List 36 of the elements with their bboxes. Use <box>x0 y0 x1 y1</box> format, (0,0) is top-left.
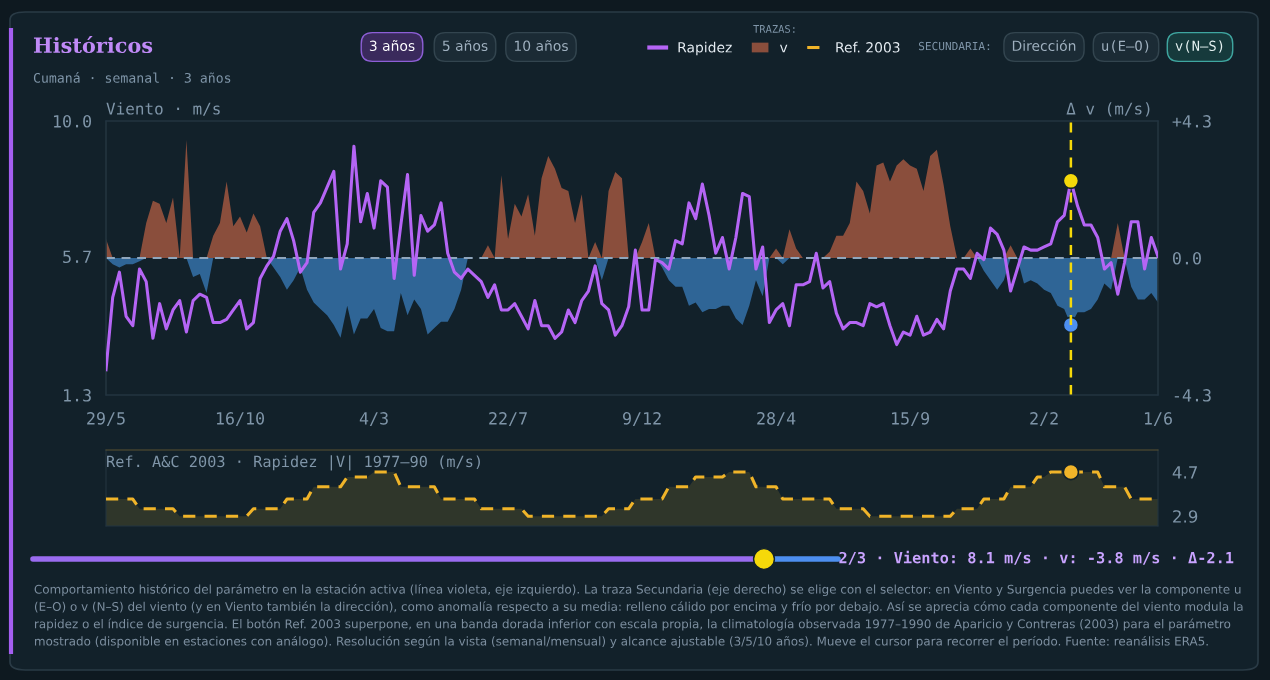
x-tick-label: 4/3 <box>359 412 388 426</box>
y2-tick-label: 0.0 <box>1172 252 1201 265</box>
y-axis-title: Viento · m/s <box>106 102 220 116</box>
y-tick-label: 5.7 <box>63 250 91 264</box>
text: 5 años <box>442 40 488 52</box>
legend-label: v <box>779 44 788 53</box>
text: SECUNDARIA: <box>918 41 990 51</box>
legend-label: Ref. 2003 <box>836 41 900 53</box>
x-tick-label: 2/2 <box>1030 412 1058 426</box>
legend-label: Rapidez <box>678 41 732 56</box>
x-tick-label: 9/12 <box>623 412 661 426</box>
y2-tick-label: -4.3 <box>1174 389 1211 402</box>
text: u(E–O) <box>1102 40 1149 53</box>
chart-title: Ref. A&C 2003 · Rapidez |V| 1977–90 (m/s) <box>107 455 480 471</box>
y-tick-label: 4.7 <box>1172 466 1197 479</box>
legend-title: TRAZAS: <box>753 24 795 33</box>
y2-axis-title: Δ v (m/s) <box>1066 102 1150 117</box>
text: v(N–S) <box>1175 40 1223 53</box>
x-tick-label: 16/10 <box>216 412 265 426</box>
x-tick-label: 15/9 <box>892 412 930 426</box>
y2-tick-label: +4.3 <box>1172 115 1211 128</box>
y-tick-label: 1.3 <box>64 389 91 402</box>
text: 2/3 · Viento: 8.1 m/s · v: -3.8 m/s · Δ-2.1 <box>839 550 1234 565</box>
y-tick-label: 2.9 <box>1173 510 1198 523</box>
text: Dirección <box>1012 39 1076 52</box>
x-tick-label: 22/7 <box>489 412 527 426</box>
chart-subtitle: Cumaná · semanal · 3 años <box>33 72 231 83</box>
x-tick-label: 1/6 <box>1144 412 1172 426</box>
y-tick-label: 10.0 <box>53 115 92 128</box>
chart-title: Históricos <box>33 36 153 54</box>
text: 3 años <box>369 40 415 52</box>
text: 10 años <box>514 40 568 52</box>
text: Comportamiento histórico del parámetro en la estación activa (línea violeta, eje izquierdo). La traza Secundaria (eje derecho) se elige con el selector: en Viento y Surgencia puedes ver la componente u (E–O) o v (N–S) del viento (y en Viento también la dirección), como anomalía respecto a su media: relleno cálido por encima y frío por debajo. Así se aprecia cómo cada componente del viento modula la rapidez o el índice de surgencia. El botón Ref. 2003 superpone, en una banda dorada inferior con escala propia, la climatología observada 1977–1990 de Aparicio y Contreras (2003) para el parámetro mostrado (disponible en estaciones con análogo). Resolución según la vista (semanal/mensual) y alcance ajustable (3/5/10 años). Mueve el cursor para recorrer el período. Fuente: reanálisis ERA5. <box>34 584 1243 648</box>
x-tick-label: 29/5 <box>87 412 125 426</box>
x-tick-label: 28/4 <box>757 412 796 426</box>
line-series <box>106 144 1158 372</box>
